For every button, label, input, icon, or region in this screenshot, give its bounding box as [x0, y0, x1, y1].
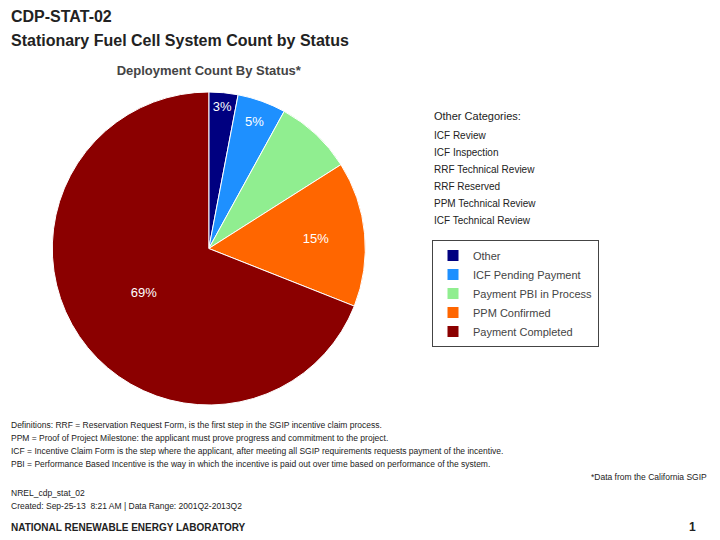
svg-text:PPM Confirmed: PPM Confirmed	[473, 307, 551, 319]
svg-text:PBI = Performance Based Incent: PBI = Performance Based Incentive is the…	[11, 459, 490, 469]
svg-text:PPM = Proof of Project Milesto: PPM = Proof of Project Milestone: the ap…	[11, 433, 388, 443]
svg-text:RRF Technical Review: RRF Technical Review	[434, 164, 535, 175]
svg-text:ICF Review: ICF Review	[434, 130, 486, 141]
svg-text:69%: 69%	[131, 285, 157, 300]
svg-text:Other Categories:: Other Categories:	[434, 110, 521, 122]
svg-text:*Data from the California SGIP: *Data from the California SGIP	[591, 472, 707, 482]
svg-text:RRF Reserved: RRF Reserved	[434, 181, 500, 192]
svg-text:ICF Inspection: ICF Inspection	[434, 147, 498, 158]
svg-text:Payment Completed: Payment Completed	[473, 326, 573, 338]
svg-text:CDP-STAT-02: CDP-STAT-02	[11, 8, 112, 25]
svg-text:NATIONAL RENEWABLE ENERGY LABO: NATIONAL RENEWABLE ENERGY LABORATORY	[11, 522, 246, 533]
svg-text:ICF Pending Payment: ICF Pending Payment	[473, 269, 581, 281]
svg-text:ICF Technical Review: ICF Technical Review	[434, 215, 531, 226]
svg-text:Payment PBI in Process: Payment PBI in Process	[473, 288, 592, 300]
svg-text:ICF = Incentive Claim Form is: ICF = Incentive Claim Form is the step w…	[11, 446, 503, 456]
svg-text:5%: 5%	[245, 114, 264, 129]
svg-text:Deployment Count By Status*: Deployment Count By Status*	[117, 63, 302, 78]
svg-text:PPM Technical Review: PPM Technical Review	[434, 198, 536, 209]
svg-text:Created: Sep-25-13 8:21 AM |: Created: Sep-25-13 8:21 AM | Data Range:…	[11, 501, 242, 511]
svg-text:Stationary Fuel Cell System Co: Stationary Fuel Cell System Count by Sta…	[11, 32, 349, 49]
svg-text:Other: Other	[473, 250, 501, 262]
svg-text:15%: 15%	[303, 231, 329, 246]
svg-text:NREL_cdp_stat_02: NREL_cdp_stat_02	[11, 488, 85, 498]
svg-text:Definitions: RRF = Reservation: Definitions: RRF = Reservation Request F…	[11, 420, 382, 430]
svg-text:1: 1	[689, 520, 696, 534]
svg-text:3%: 3%	[213, 99, 232, 114]
